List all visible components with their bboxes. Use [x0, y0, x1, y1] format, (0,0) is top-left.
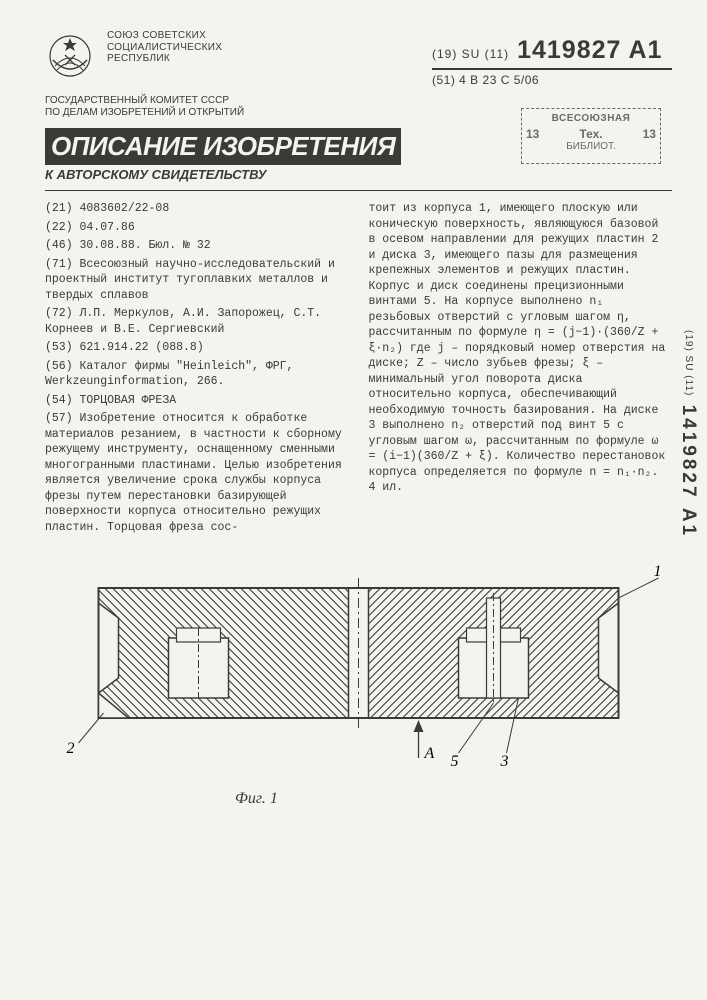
figure-caption: Фиг. 1 — [235, 790, 278, 808]
doc-subtitle: К АВТОРСКОМУ СВИДЕТЕЛЬСТВУ — [45, 167, 672, 182]
label-A: A — [424, 745, 435, 762]
biblio-field-72: (72) Л.П. Меркулов, А.И. Запорожец, С.Т.… — [45, 306, 349, 337]
patent-suffix: A1 — [628, 36, 662, 64]
stamp-left: 13 — [526, 127, 539, 141]
ussr-emblem-icon — [45, 30, 95, 80]
header-row: СОЮЗ СОВЕТСКИХ СОЦИАЛИСТИЧЕСКИХ РЕСПУБЛИ… — [45, 30, 672, 87]
body-columns: (21) 4083602/22-08 (22) 04.07.86 (46) 30… — [45, 201, 672, 538]
patent-number-block: (19) SU (11) 1419827 A1 (51) 4 B 23 C 5/… — [432, 30, 672, 87]
issuer-line: РЕСПУБЛИК — [107, 53, 222, 65]
biblio-field-54: (54) ТОРЦОВАЯ ФРЕЗА — [45, 393, 349, 409]
biblio-field-21: (21) 4083602/22-08 — [45, 201, 349, 217]
classification-code: (51) 4 B 23 C 5/06 — [432, 73, 672, 87]
stamp-line: ВСЕСОЮЗНАЯ — [526, 113, 656, 124]
patent-number-value: 1419827 — [517, 36, 621, 64]
label-3: 3 — [500, 753, 509, 770]
column-left: (21) 4083602/22-08 (22) 04.07.86 (46) 30… — [45, 201, 349, 538]
label-2: 2 — [67, 740, 75, 757]
label-1: 1 — [654, 563, 662, 580]
figure-area: 1 2 5 3 A Фиг. 1 — [45, 558, 672, 808]
issuer-block: СОЮЗ СОВЕТСКИХ СОЦИАЛИСТИЧЕСКИХ РЕСПУБЛИ… — [107, 30, 222, 65]
biblio-field-57: (57) Изобретение относится к обработке м… — [45, 411, 349, 535]
patent-number: (19) SU (11) 1419827 A1 — [432, 36, 672, 70]
side-number: 1419827 — [678, 405, 699, 500]
issuer-line: СОЮЗ СОВЕТСКИХ — [107, 30, 222, 42]
doc-title: ОПИСАНИЕ ИЗОБРЕТЕНИЯ — [51, 131, 395, 162]
issuer-line: СОЦИАЛИСТИЧЕСКИХ — [107, 42, 222, 54]
stamp-right: 13 — [643, 127, 656, 141]
committee-line: ГОСУДАРСТВЕННЫЙ КОМИТЕТ СССР — [45, 95, 672, 107]
figure-1-svg: 1 2 5 3 A — [45, 558, 672, 778]
stamp-mid: Тех. — [579, 127, 602, 141]
biblio-field-71: (71) Всесоюзный научно-исследовательский… — [45, 257, 349, 304]
abstract-continuation: тоит из корпуса 1, имеющего плоскую или … — [369, 201, 673, 496]
biblio-field-53: (53) 621.914.22 (088.8) — [45, 340, 349, 356]
biblio-field-22: (22) 04.07.86 — [45, 220, 349, 236]
divider — [45, 190, 672, 191]
side-suffix: A1 — [678, 508, 699, 538]
column-right: тоит из корпуса 1, имеющего плоскую или … — [369, 201, 673, 538]
patent-prefix: (19) SU (11) — [432, 47, 509, 61]
biblio-field-46: (46) 30.08.88. Бюл. № 32 — [45, 238, 349, 254]
stamp-line: БИБЛИОТ. — [526, 141, 656, 152]
side-prefix: (19) SU (11) — [683, 330, 694, 396]
side-patent-number: (19) SU (11) 1419827 A1 — [675, 330, 699, 630]
patent-page: СОЮЗ СОВЕТСКИХ СОЦИАЛИСТИЧЕСКИХ РЕСПУБЛИ… — [0, 0, 707, 1000]
library-stamp: ВСЕСОЮЗНАЯ 13 Тех. 13 БИБЛИОТ. — [521, 108, 661, 164]
biblio-field-56: (56) Каталог фирмы "Heinleich", ФРГ, Wer… — [45, 359, 349, 390]
label-5: 5 — [451, 753, 459, 770]
